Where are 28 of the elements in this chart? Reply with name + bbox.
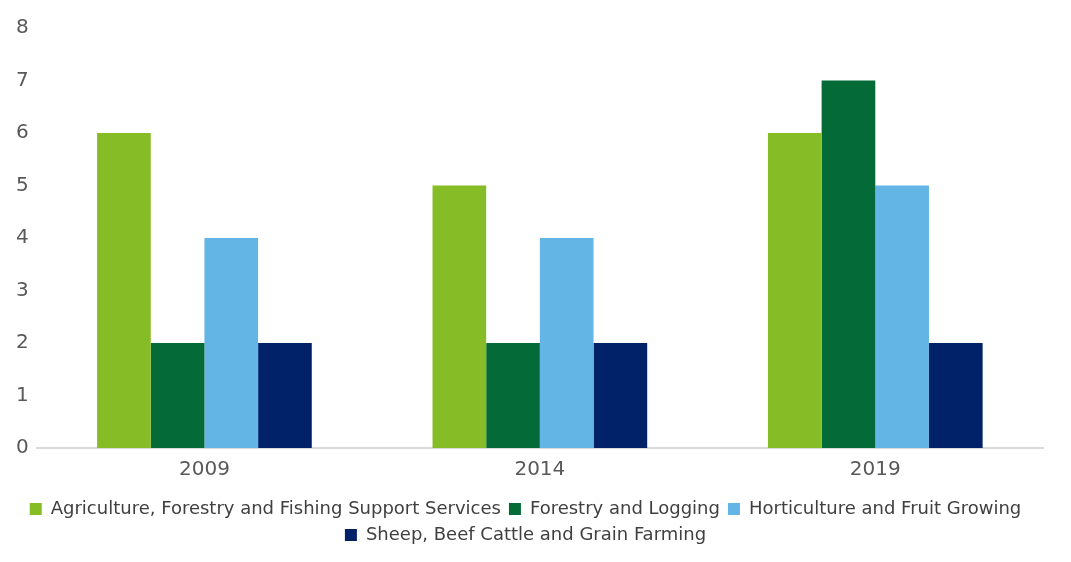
legend-label: Horticulture and Fruit Growing bbox=[748, 496, 1022, 518]
legend-label: Forestry and Logging bbox=[529, 496, 720, 518]
y-tick-label: 6 bbox=[15, 119, 29, 144]
bar bbox=[204, 238, 259, 448]
legend-label: Sheep, Beef Cattle and Grain Farming bbox=[365, 522, 707, 544]
bar bbox=[432, 185, 487, 448]
bar bbox=[258, 343, 312, 448]
y-tick-label: 1 bbox=[15, 381, 29, 406]
legend-label: Agriculture, Forestry and Fishing Support Services bbox=[50, 496, 501, 518]
y-tick-label: 4 bbox=[15, 224, 29, 249]
bar bbox=[875, 185, 929, 448]
y-tick-label: 7 bbox=[15, 66, 29, 91]
y-tick-label: 0 bbox=[15, 434, 29, 459]
x-tick-label: 2009 bbox=[178, 456, 230, 481]
y-tick-label: 3 bbox=[15, 276, 29, 301]
bar bbox=[150, 343, 205, 448]
bar bbox=[767, 133, 822, 448]
bar bbox=[97, 133, 151, 448]
bar bbox=[486, 343, 540, 448]
y-tick-label: 5 bbox=[15, 171, 29, 196]
bar bbox=[539, 238, 594, 448]
bar bbox=[928, 343, 983, 448]
y-tick-label: 8 bbox=[15, 14, 29, 39]
x-tick-label: 2019 bbox=[849, 456, 901, 481]
x-tick-label: 2014 bbox=[514, 456, 566, 481]
y-tick-label: 2 bbox=[15, 329, 29, 354]
bar bbox=[821, 80, 876, 448]
bar bbox=[593, 343, 648, 448]
